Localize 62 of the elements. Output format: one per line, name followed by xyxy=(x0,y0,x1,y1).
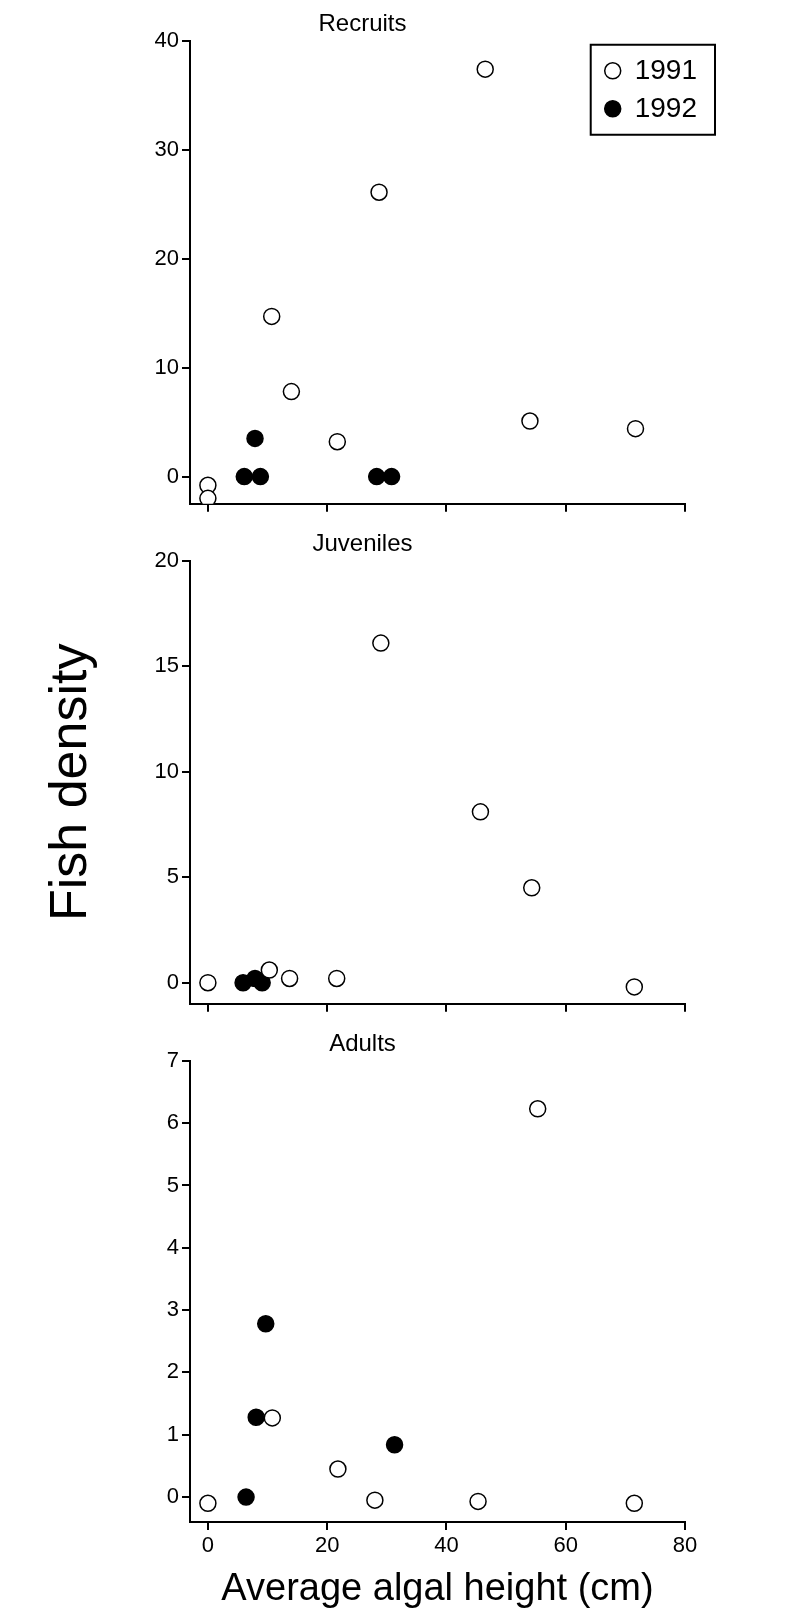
point xyxy=(385,1435,404,1454)
y-tick-label: 0 xyxy=(166,1483,179,1509)
y-tick-label: 15 xyxy=(154,652,179,678)
point xyxy=(329,1460,347,1478)
y-tick-label: 4 xyxy=(166,1233,179,1259)
point xyxy=(256,1315,275,1333)
point xyxy=(626,419,645,438)
y-axis-title: Fish density xyxy=(38,643,97,922)
point xyxy=(199,1494,217,1513)
point xyxy=(372,634,390,652)
point xyxy=(471,803,490,821)
y-tick-label: 10 xyxy=(154,757,179,783)
point xyxy=(235,467,254,486)
point xyxy=(367,467,386,486)
y-tick-label: 3 xyxy=(166,1296,179,1322)
point xyxy=(237,1488,255,1506)
point xyxy=(382,467,401,486)
point xyxy=(366,1491,384,1509)
y-tick-label: 20 xyxy=(154,546,179,572)
point xyxy=(476,60,494,78)
point xyxy=(263,1409,282,1427)
y-tick-label: 40 xyxy=(154,26,179,52)
point xyxy=(262,307,281,326)
point xyxy=(327,969,346,988)
y-tick-label: 7 xyxy=(166,1046,179,1072)
point xyxy=(251,467,270,486)
point xyxy=(469,1492,487,1511)
point xyxy=(280,969,299,988)
y-tick-label: 0 xyxy=(166,968,179,994)
point xyxy=(528,1100,547,1118)
point xyxy=(247,1408,265,1427)
point xyxy=(246,429,264,448)
point xyxy=(370,183,388,201)
x-tick-label: 40 xyxy=(434,1532,459,1558)
x-tick-label: 20 xyxy=(314,1532,340,1558)
y-tick-label: 30 xyxy=(154,135,179,161)
y-tick-label: 10 xyxy=(154,353,179,379)
point xyxy=(199,973,217,992)
x-tick-label: 80 xyxy=(672,1532,698,1558)
y-tick-label: 6 xyxy=(166,1109,179,1135)
point xyxy=(199,489,217,504)
legend-label: 1992 xyxy=(634,91,698,123)
legend-label: 1991 xyxy=(634,53,698,85)
point xyxy=(282,382,301,401)
y-tick-label: 0 xyxy=(166,462,179,488)
x-tick-label: 0 xyxy=(201,1532,215,1558)
point xyxy=(521,412,539,430)
y-tick-label: 2 xyxy=(166,1358,179,1384)
point xyxy=(625,1494,644,1513)
point xyxy=(260,961,279,979)
y-tick-label: 20 xyxy=(154,244,179,270)
point xyxy=(522,879,541,897)
y-tick-label: 5 xyxy=(166,1171,179,1197)
point xyxy=(328,432,347,451)
chart-title: Juveniles xyxy=(312,529,413,557)
x-axis-title: Average algal height (cm) xyxy=(221,1565,654,1608)
x-tick-label: 60 xyxy=(553,1532,578,1558)
chart-title: Adults xyxy=(329,1029,396,1057)
y-tick-label: 1 xyxy=(166,1420,179,1446)
chart-title: Recruits xyxy=(318,9,407,37)
point xyxy=(625,978,644,996)
y-tick-label: 5 xyxy=(166,863,179,889)
